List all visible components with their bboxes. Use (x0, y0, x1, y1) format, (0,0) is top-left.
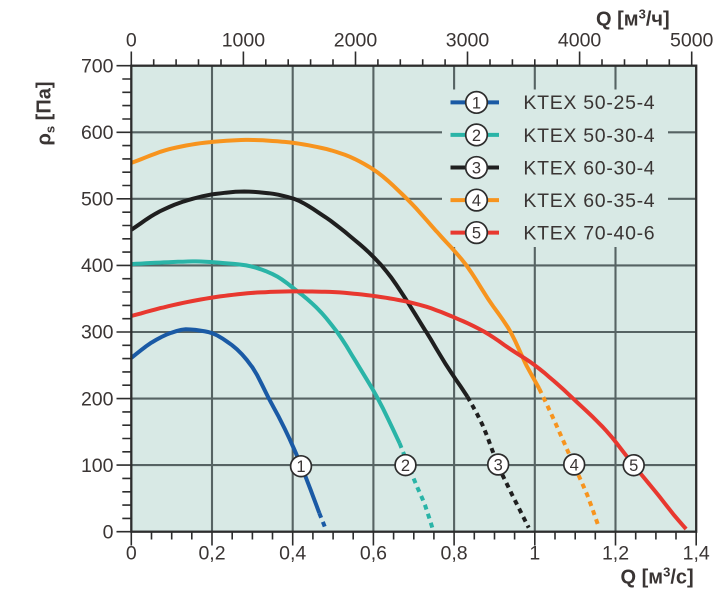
svg-text:1: 1 (472, 94, 481, 112)
svg-text:200: 200 (81, 388, 114, 410)
svg-text:0,6: 0,6 (360, 543, 387, 565)
svg-text:500: 500 (81, 189, 114, 211)
svg-text:KTEX 50-30-4: KTEX 50-30-4 (523, 125, 655, 147)
svg-text:1,4: 1,4 (683, 543, 710, 565)
svg-text:4: 4 (570, 456, 579, 474)
svg-text:2: 2 (472, 127, 481, 145)
svg-text:3000: 3000 (446, 30, 490, 52)
svg-text:1: 1 (529, 543, 540, 565)
svg-text:5: 5 (629, 457, 638, 475)
svg-text:400: 400 (81, 255, 114, 277)
svg-text:0,8: 0,8 (441, 543, 468, 565)
svg-text:0,4: 0,4 (279, 543, 306, 565)
svg-text:0: 0 (103, 521, 114, 543)
svg-text:Q [м3/с]: Q [м3/с] (621, 565, 694, 589)
svg-text:KTEX 60-30-4: KTEX 60-30-4 (523, 157, 655, 179)
svg-text:100: 100 (81, 455, 114, 477)
svg-text:KTEX 70-40-6: KTEX 70-40-6 (523, 222, 655, 244)
svg-text:KTEX 50-25-4: KTEX 50-25-4 (523, 92, 655, 114)
svg-text:Q [м3/ч]: Q [м3/ч] (596, 7, 670, 31)
svg-text:3: 3 (494, 456, 503, 474)
svg-text:2: 2 (401, 457, 410, 475)
svg-text:5: 5 (472, 225, 481, 243)
svg-text:0: 0 (126, 30, 137, 52)
svg-text:600: 600 (81, 122, 114, 144)
svg-text:3: 3 (472, 160, 481, 178)
svg-text:4000: 4000 (558, 30, 602, 52)
svg-text:1: 1 (296, 458, 305, 476)
svg-text:1,2: 1,2 (602, 543, 629, 565)
svg-text:1000: 1000 (222, 30, 266, 52)
svg-text:2000: 2000 (334, 30, 378, 52)
svg-text:ρs [Па]: ρs [Па] (34, 82, 58, 146)
svg-text:700: 700 (81, 55, 114, 77)
svg-text:0,2: 0,2 (198, 543, 225, 565)
svg-text:4: 4 (472, 192, 481, 210)
svg-text:5000: 5000 (670, 30, 714, 52)
svg-text:300: 300 (81, 322, 114, 344)
svg-text:KTEX 60-35-4: KTEX 60-35-4 (523, 190, 655, 212)
svg-text:0: 0 (126, 543, 137, 565)
